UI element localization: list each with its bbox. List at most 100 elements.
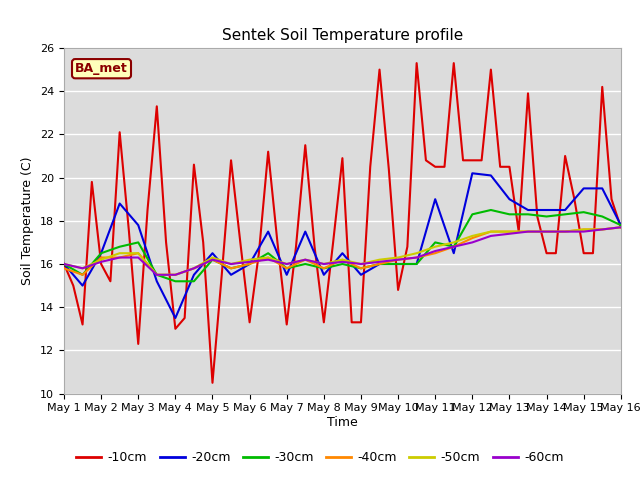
X-axis label: Time: Time (327, 416, 358, 429)
-40cm (264, 254, 272, 260)
-40cm (320, 265, 328, 271)
-60cm (580, 229, 588, 235)
-50cm (209, 254, 216, 260)
-40cm (468, 235, 476, 241)
-10cm (60, 261, 68, 267)
-60cm (116, 254, 124, 260)
-20cm (172, 315, 179, 321)
-60cm (357, 261, 365, 267)
-30cm (190, 278, 198, 284)
-30cm (172, 278, 179, 284)
-10cm (366, 164, 374, 170)
-60cm (543, 229, 550, 235)
-40cm (394, 257, 402, 263)
-40cm (116, 254, 124, 260)
-40cm (301, 257, 309, 263)
-50cm (320, 261, 328, 267)
-50cm (598, 227, 606, 232)
-50cm (79, 265, 86, 271)
-60cm (431, 248, 439, 254)
-20cm (60, 261, 68, 267)
-50cm (172, 272, 179, 277)
-60cm (339, 259, 346, 264)
-60cm (394, 257, 402, 263)
-40cm (153, 272, 161, 277)
-50cm (264, 254, 272, 260)
-20cm (79, 283, 86, 288)
-20cm (543, 207, 550, 213)
-30cm (561, 211, 569, 217)
-40cm (524, 229, 532, 235)
-30cm (283, 265, 291, 271)
-30cm (617, 222, 625, 228)
-20cm (580, 186, 588, 192)
-50cm (617, 225, 625, 230)
-40cm (598, 227, 606, 232)
-60cm (561, 229, 569, 235)
-20cm (283, 272, 291, 277)
-20cm (301, 229, 309, 235)
-20cm (320, 272, 328, 277)
-20cm (97, 251, 105, 256)
-20cm (450, 251, 458, 256)
-60cm (134, 254, 142, 260)
-10cm (172, 326, 179, 332)
-20cm (227, 272, 235, 277)
-40cm (543, 229, 550, 235)
-20cm (376, 261, 383, 267)
-10cm (264, 149, 272, 155)
-40cm (339, 257, 346, 263)
-60cm (97, 259, 105, 264)
-30cm (450, 244, 458, 250)
-30cm (524, 211, 532, 217)
-50cm (561, 229, 569, 235)
-40cm (617, 225, 625, 230)
-30cm (506, 211, 513, 217)
-30cm (376, 261, 383, 267)
Legend: -10cm, -20cm, -30cm, -40cm, -50cm, -60cm: -10cm, -20cm, -30cm, -40cm, -50cm, -60cm (72, 446, 568, 469)
-40cm (79, 272, 86, 277)
-60cm (153, 272, 161, 277)
-60cm (190, 265, 198, 271)
-50cm (450, 240, 458, 245)
-30cm (598, 214, 606, 219)
-40cm (190, 265, 198, 271)
-20cm (617, 222, 625, 228)
-20cm (153, 278, 161, 284)
-30cm (543, 214, 550, 219)
-60cm (60, 261, 68, 267)
-50cm (524, 229, 532, 235)
-20cm (506, 196, 513, 202)
-20cm (598, 186, 606, 192)
-40cm (209, 257, 216, 263)
-40cm (431, 251, 439, 256)
-40cm (97, 254, 105, 260)
-50cm (394, 254, 402, 260)
-40cm (580, 227, 588, 232)
-10cm (209, 380, 216, 386)
-60cm (301, 257, 309, 263)
-30cm (134, 240, 142, 245)
-50cm (487, 229, 495, 235)
-30cm (60, 261, 68, 267)
-10cm (403, 244, 411, 250)
-40cm (487, 229, 495, 235)
-50cm (246, 257, 253, 263)
-10cm (190, 162, 198, 168)
-30cm (246, 261, 253, 267)
Y-axis label: Soil Temperature (C): Soil Temperature (C) (22, 156, 35, 285)
-30cm (227, 265, 235, 271)
Line: -60cm: -60cm (64, 228, 621, 275)
-60cm (246, 259, 253, 264)
Line: -20cm: -20cm (64, 173, 621, 318)
-20cm (339, 251, 346, 256)
-40cm (376, 261, 383, 267)
-50cm (580, 227, 588, 232)
-20cm (561, 207, 569, 213)
-60cm (413, 254, 420, 260)
-50cm (543, 229, 550, 235)
Line: -30cm: -30cm (64, 210, 621, 281)
-30cm (116, 244, 124, 250)
-30cm (79, 272, 86, 277)
-60cm (79, 265, 86, 271)
